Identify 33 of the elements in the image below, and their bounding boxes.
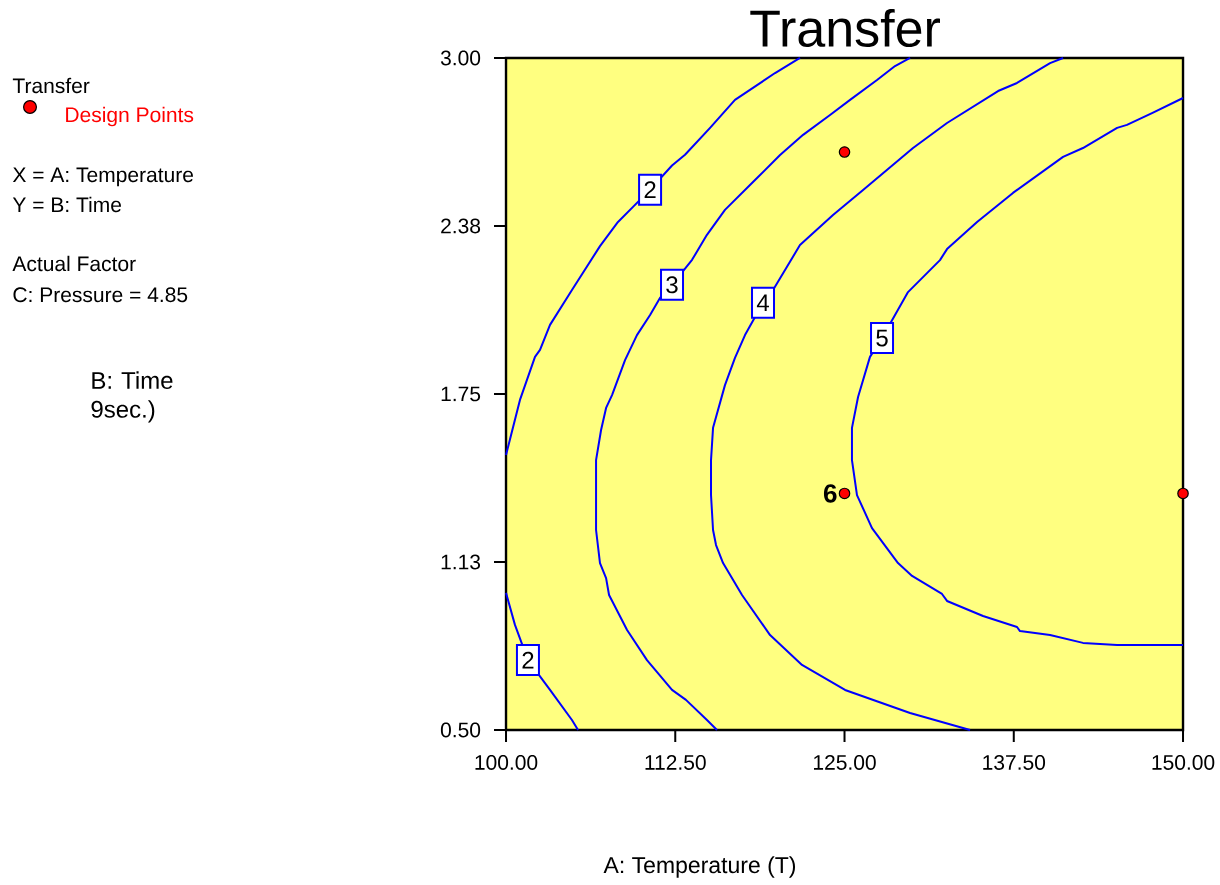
line-series — [505, 591, 580, 731]
y-tick-label: 3.00 — [440, 50, 481, 66]
series-label: 4 — [756, 294, 769, 312]
line-series — [710, 56, 1065, 731]
line-series — [505, 56, 801, 456]
text: Actual Factor — [12, 255, 136, 272]
x-axis-title: A: Temperature (T) — [603, 856, 796, 878]
series-label: 2 — [522, 651, 534, 669]
legend-label: Design Points — [66, 106, 194, 127]
y-tick-label: 2.38 — [441, 218, 481, 234]
legend-title: Transfer — [12, 77, 90, 94]
x-tick-label: 100.00 — [475, 755, 538, 770]
series-label: 3 — [666, 276, 678, 294]
point — [1177, 487, 1189, 500]
text: B: Time 9sec.) — [91, 371, 173, 423]
text: C: Pressure = 4.85 — [13, 287, 188, 303]
y-tick-label: 0.50 — [440, 722, 481, 738]
x-tick-label: 125.00 — [814, 755, 876, 770]
y-tick-label: 1.13 — [441, 554, 481, 570]
x-tick-label: 150.00 — [1152, 755, 1215, 770]
annotation: 6 — [823, 484, 837, 503]
line-series — [595, 56, 912, 731]
x-tick-label: 112.50 — [645, 755, 706, 770]
point — [838, 487, 851, 500]
series-label: 5 — [876, 329, 888, 347]
series-label: 2 — [644, 181, 656, 199]
x-tick-label: 137.50 — [983, 755, 1046, 770]
line-series — [850, 97, 1185, 647]
text: Y = B: Time — [12, 196, 121, 213]
text: X = A: Temperature — [12, 167, 193, 187]
chart-title: Transfer — [750, 8, 940, 48]
y-tick-label: 1.75 — [441, 386, 481, 402]
point — [838, 146, 851, 158]
